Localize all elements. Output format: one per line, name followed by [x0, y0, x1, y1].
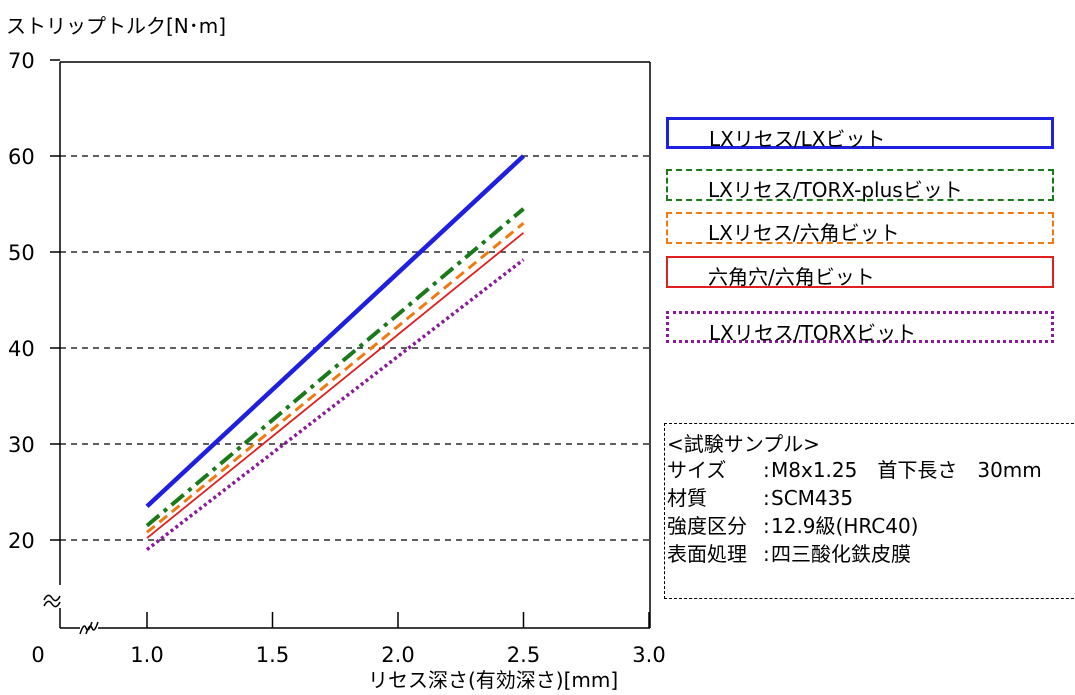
sample-key: サイズ	[667, 458, 727, 482]
series-line	[146, 222, 525, 534]
sample-value: M8x1.25 首下長さ 30mm	[771, 458, 1042, 482]
y-tick-label: 60	[8, 145, 35, 169]
series-line	[145, 154, 526, 509]
test-sample-box: <試験サンプル> サイズ:M8x1.25 首下長さ 30mm 材質:SCM435…	[664, 423, 1075, 599]
sample-row-surface: 表面処理:四三酸化鉄皮膜	[667, 538, 911, 567]
sample-key: 材質	[667, 486, 707, 510]
ticks: 20 30 40 50 60 70 0 1.0 1.5 2.0 2.5 3.0	[8, 49, 666, 667]
x-tick-label: 1.5	[256, 643, 289, 667]
x-axis-break-icon	[79, 621, 99, 635]
sample-value: 四三酸化鉄皮膜	[771, 542, 911, 566]
y-tick-label: 40	[8, 337, 35, 361]
sample-title: <試験サンプル>	[667, 432, 820, 456]
y-axis-break-icon	[43, 594, 61, 608]
legend-item: LXリセス/六角ビット	[666, 212, 1054, 245]
x-tick-label: 2.0	[381, 643, 414, 667]
x-tick-label: 3.0	[632, 643, 665, 667]
x-tick-label: 2.5	[507, 643, 540, 667]
sample-key: 表面処理	[667, 542, 747, 566]
sample-row-strength: 強度区分:12.9級(HRC40)	[667, 510, 919, 539]
legend-item: LXリセス/TORX-plusビット	[666, 169, 1054, 202]
legend-label: LXリセス/TORXビット	[709, 321, 917, 345]
y-axis-label: ストリップトルク[N･m]	[6, 14, 227, 38]
sample-row-size: サイズ:M8x1.25 首下長さ 30mm	[667, 454, 1042, 483]
y-tick-label: 70	[8, 49, 35, 73]
x-tick-label: 1.0	[130, 643, 163, 667]
series-lines	[145, 154, 526, 551]
legend-label: LXリセス/LXビット	[709, 127, 886, 151]
sample-value: SCM435	[771, 486, 854, 510]
legend-label: LXリセス/TORX-plusビット	[708, 178, 963, 202]
series-line	[145, 207, 525, 528]
sample-key: 強度区分	[667, 514, 747, 538]
legend-label: LXリセス/六角ビット	[708, 221, 900, 245]
y-tick-label: 20	[8, 529, 35, 553]
grid-lines	[60, 155, 650, 541]
sample-value: 12.9級(HRC40)	[771, 514, 919, 538]
legend-item: 六角穴/六角ビット	[666, 256, 1054, 289]
legend-label: 六角穴/六角ビット	[708, 265, 875, 289]
axes	[43, 59, 651, 635]
y-tick-label: 30	[8, 433, 35, 457]
x-axis-label: リセス深さ(有効深さ)[mm]	[368, 668, 619, 692]
x-tick-label: 0	[31, 643, 44, 667]
series-line	[145, 258, 525, 551]
legend-item: LXリセス/LXビット	[666, 117, 1054, 151]
y-tick-label: 50	[8, 241, 35, 265]
sample-row-material: 材質:SCM435	[667, 482, 853, 511]
series-line	[146, 232, 525, 539]
legend-item: LXリセス/TORXビット	[666, 311, 1054, 345]
